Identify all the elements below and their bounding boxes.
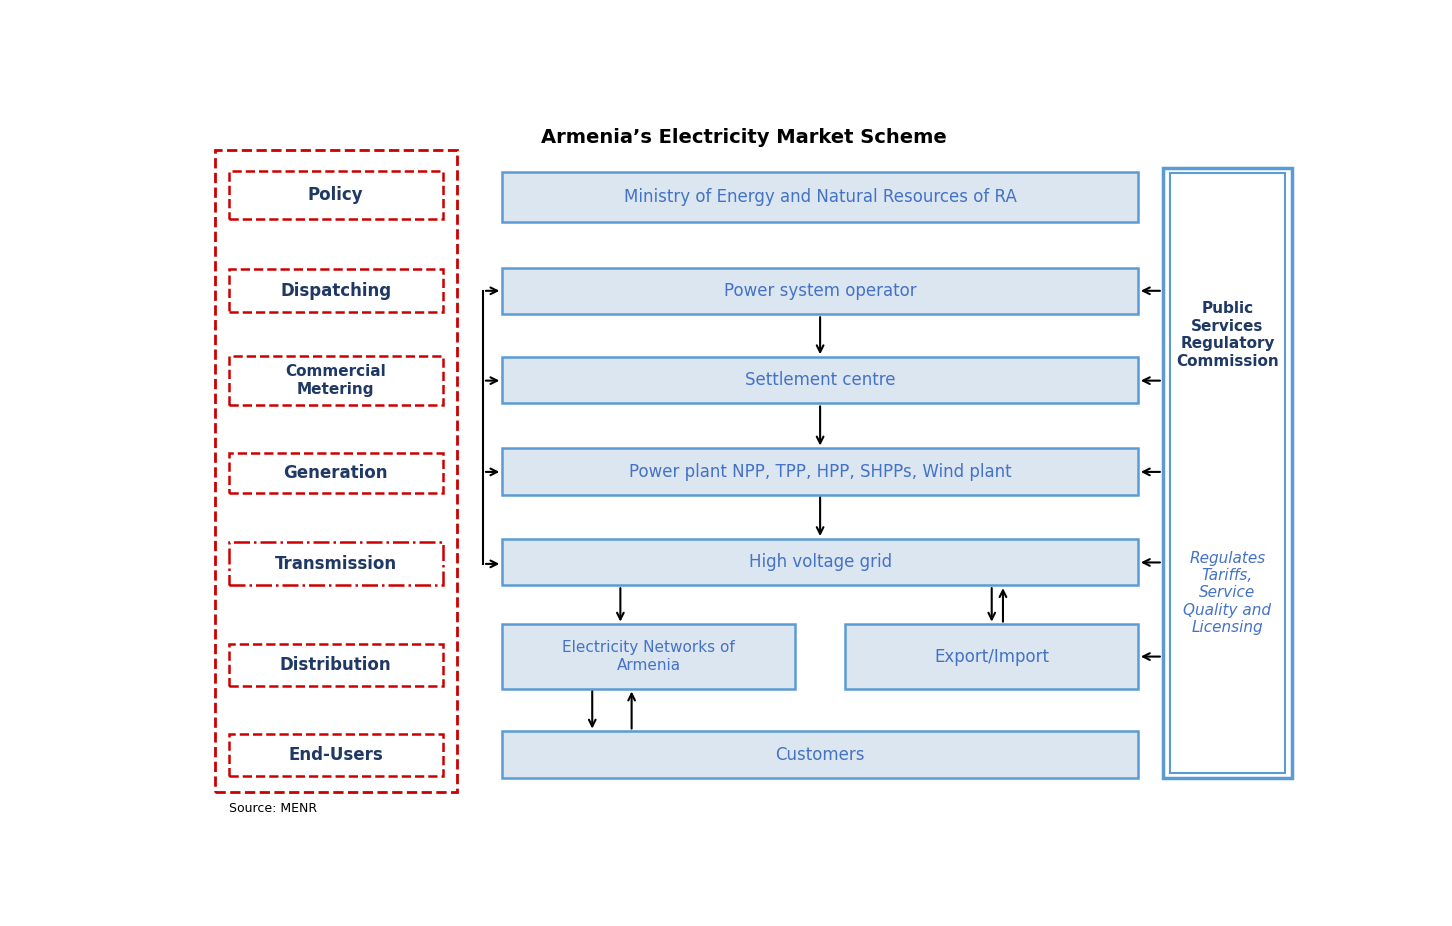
Text: Electricity Networks of
Armenia: Electricity Networks of Armenia bbox=[562, 641, 735, 673]
Text: Public
Services
Regulatory
Commission: Public Services Regulatory Commission bbox=[1176, 302, 1279, 369]
FancyBboxPatch shape bbox=[229, 357, 443, 405]
Text: Regulates
Tariffs,
Service
Quality and
Licensing: Regulates Tariffs, Service Quality and L… bbox=[1183, 551, 1272, 635]
FancyBboxPatch shape bbox=[502, 539, 1138, 585]
Text: Armenia’s Electricity Market Scheme: Armenia’s Electricity Market Scheme bbox=[542, 128, 947, 147]
Text: Transmission: Transmission bbox=[274, 555, 396, 573]
Text: Dispatching: Dispatching bbox=[280, 282, 391, 300]
FancyBboxPatch shape bbox=[229, 644, 443, 686]
FancyBboxPatch shape bbox=[229, 269, 443, 312]
FancyBboxPatch shape bbox=[845, 624, 1138, 689]
Text: Settlement centre: Settlement centre bbox=[745, 371, 896, 389]
FancyBboxPatch shape bbox=[1169, 173, 1285, 773]
Text: Power system operator: Power system operator bbox=[723, 282, 916, 300]
Text: High voltage grid: High voltage grid bbox=[749, 553, 892, 571]
Text: Source: MENR: Source: MENR bbox=[229, 802, 317, 815]
FancyBboxPatch shape bbox=[229, 734, 443, 776]
FancyBboxPatch shape bbox=[502, 624, 794, 689]
FancyBboxPatch shape bbox=[502, 357, 1138, 404]
Text: Ministry of Energy and Natural Resources of RA: Ministry of Energy and Natural Resources… bbox=[624, 188, 1016, 206]
Text: Customers: Customers bbox=[775, 745, 865, 764]
FancyBboxPatch shape bbox=[502, 448, 1138, 494]
FancyBboxPatch shape bbox=[229, 454, 443, 493]
FancyBboxPatch shape bbox=[229, 171, 443, 219]
FancyBboxPatch shape bbox=[502, 268, 1138, 314]
Text: Distribution: Distribution bbox=[280, 657, 392, 674]
FancyBboxPatch shape bbox=[1163, 169, 1292, 778]
Text: Generation: Generation bbox=[283, 464, 388, 482]
FancyBboxPatch shape bbox=[229, 543, 443, 585]
FancyBboxPatch shape bbox=[502, 171, 1138, 221]
Text: Policy: Policy bbox=[308, 186, 363, 205]
Text: Commercial
Metering: Commercial Metering bbox=[285, 365, 386, 397]
FancyBboxPatch shape bbox=[215, 150, 457, 792]
Text: Power plant NPP, TPP, HPP, SHPPs, Wind plant: Power plant NPP, TPP, HPP, SHPPs, Wind p… bbox=[629, 463, 1012, 481]
Text: End-Users: End-Users bbox=[289, 746, 383, 764]
Text: Export/Import: Export/Import bbox=[934, 647, 1050, 666]
FancyBboxPatch shape bbox=[502, 732, 1138, 778]
